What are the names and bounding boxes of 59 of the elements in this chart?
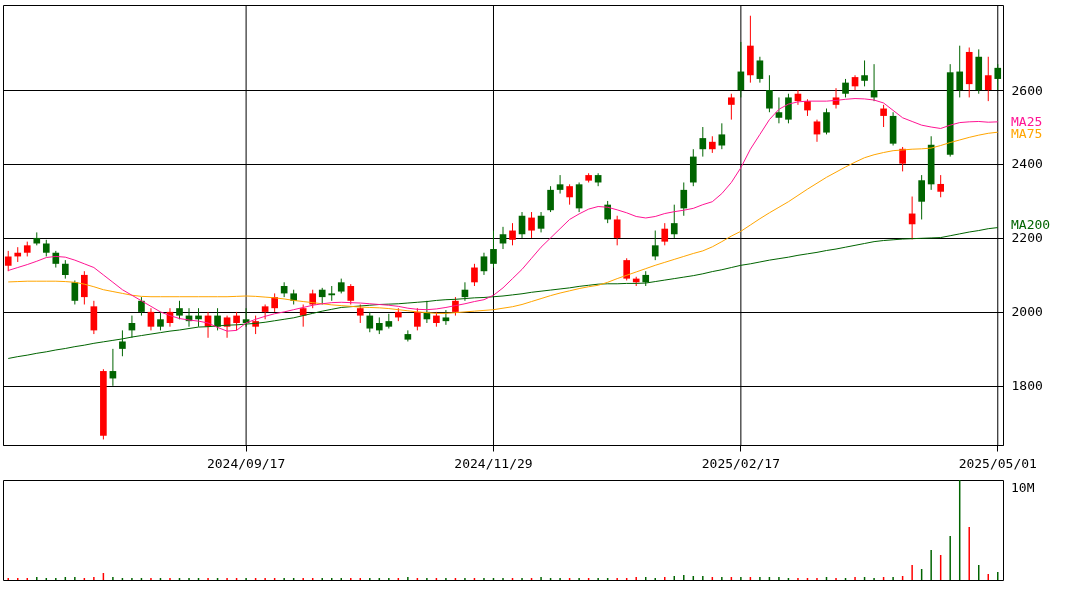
- x-tick-label: 2025/02/17: [701, 455, 781, 471]
- candlestick: [147, 307, 155, 331]
- candlestick: [261, 304, 269, 320]
- candlestick: [528, 211, 535, 239]
- candlestick: [880, 104, 887, 128]
- candlestick: [4, 250, 12, 272]
- candlestick: [404, 329, 412, 342]
- y-tick-label: 2200: [1011, 230, 1043, 246]
- candlestick: [918, 174, 925, 220]
- candlestick: [775, 96, 783, 124]
- candlestick: [842, 78, 849, 98]
- candlestick: [661, 222, 669, 246]
- x-tick-label: 2024/11/29: [454, 455, 533, 471]
- candlestick: [176, 300, 183, 320]
- candlestick: [623, 257, 631, 281]
- candlestick: [347, 283, 355, 305]
- candlestick: [442, 309, 450, 326]
- y-tick-label: 2400: [1011, 156, 1043, 172]
- candlestick: [138, 296, 145, 317]
- candlestick: [766, 74, 773, 113]
- candlestick: [699, 126, 707, 158]
- y-tick-label: 2600: [1011, 82, 1043, 98]
- candlestick: [366, 311, 374, 333]
- candlestick: [157, 311, 164, 331]
- line-series: [7, 227, 999, 359]
- candlestick: [956, 45, 964, 98]
- candlestick: [537, 211, 545, 233]
- candlestick: [490, 230, 497, 269]
- x-tick-label: 2024/09/17: [206, 455, 286, 471]
- candlestick: [899, 146, 906, 172]
- candlestick: [480, 252, 488, 276]
- candlestick: [785, 93, 792, 124]
- candlestick: [566, 183, 573, 206]
- x-tick-label: 2025/05/01: [958, 455, 1037, 471]
- candlestick: [651, 230, 659, 261]
- candlestick: [547, 185, 554, 213]
- candlestick: [813, 119, 821, 143]
- candlestick: [728, 93, 735, 121]
- candlestick: [414, 307, 421, 331]
- candlestick: [81, 270, 88, 305]
- candlestick: [233, 311, 240, 331]
- candlestick: [613, 215, 621, 246]
- candlestick: [509, 222, 516, 246]
- candlestick: [471, 263, 478, 287]
- candlestick: [756, 56, 764, 84]
- candlestick: [718, 122, 726, 150]
- candlestick: [861, 59, 868, 87]
- candlestick: [61, 259, 69, 280]
- candlestick: [680, 181, 688, 217]
- candlestick: [823, 108, 830, 135]
- text: 10M: [1011, 480, 1035, 495]
- candlestick: [670, 204, 678, 239]
- candlestick: [937, 174, 945, 198]
- series-label: MA200: [1011, 216, 1051, 232]
- candlestick: [984, 56, 992, 102]
- y-tick-label: 2000: [1011, 304, 1043, 320]
- candlestick: [271, 292, 278, 313]
- y-tick-label: 1800: [1011, 378, 1043, 394]
- candlestick: [556, 174, 564, 195]
